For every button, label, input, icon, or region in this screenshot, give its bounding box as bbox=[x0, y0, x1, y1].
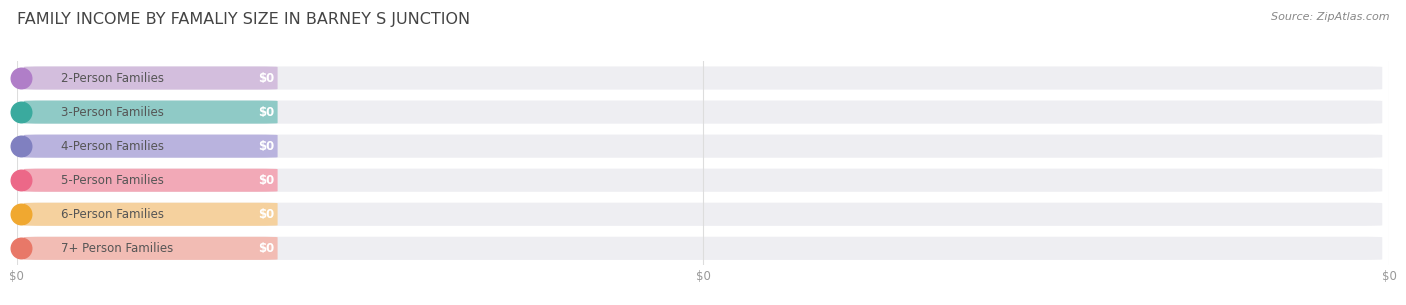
FancyBboxPatch shape bbox=[24, 101, 277, 124]
FancyBboxPatch shape bbox=[24, 203, 1382, 226]
FancyBboxPatch shape bbox=[24, 66, 1382, 90]
FancyBboxPatch shape bbox=[24, 169, 277, 192]
Text: $0: $0 bbox=[259, 208, 274, 221]
Text: $0: $0 bbox=[259, 174, 274, 187]
Point bbox=[10, 212, 32, 217]
Text: 4-Person Families: 4-Person Families bbox=[60, 140, 163, 152]
FancyBboxPatch shape bbox=[24, 135, 1382, 158]
FancyBboxPatch shape bbox=[24, 66, 277, 90]
Text: 2-Person Families: 2-Person Families bbox=[60, 72, 163, 84]
FancyBboxPatch shape bbox=[24, 169, 1382, 192]
Point bbox=[10, 246, 32, 251]
Point bbox=[10, 110, 32, 115]
Text: 3-Person Families: 3-Person Families bbox=[60, 106, 163, 119]
Point bbox=[10, 178, 32, 183]
Text: 5-Person Families: 5-Person Families bbox=[60, 174, 163, 187]
Point bbox=[10, 144, 32, 149]
Text: 6-Person Families: 6-Person Families bbox=[60, 208, 163, 221]
Text: $0: $0 bbox=[259, 72, 274, 84]
FancyBboxPatch shape bbox=[24, 135, 277, 158]
Text: $0: $0 bbox=[259, 106, 274, 119]
FancyBboxPatch shape bbox=[24, 237, 1382, 260]
FancyBboxPatch shape bbox=[24, 237, 277, 260]
Text: FAMILY INCOME BY FAMALIY SIZE IN BARNEY S JUNCTION: FAMILY INCOME BY FAMALIY SIZE IN BARNEY … bbox=[17, 12, 470, 27]
FancyBboxPatch shape bbox=[24, 203, 277, 226]
Text: Source: ZipAtlas.com: Source: ZipAtlas.com bbox=[1271, 12, 1389, 22]
Text: $0: $0 bbox=[259, 242, 274, 255]
Text: $0: $0 bbox=[259, 140, 274, 152]
Text: 7+ Person Families: 7+ Person Families bbox=[60, 242, 173, 255]
FancyBboxPatch shape bbox=[24, 101, 1382, 124]
Point bbox=[10, 76, 32, 81]
